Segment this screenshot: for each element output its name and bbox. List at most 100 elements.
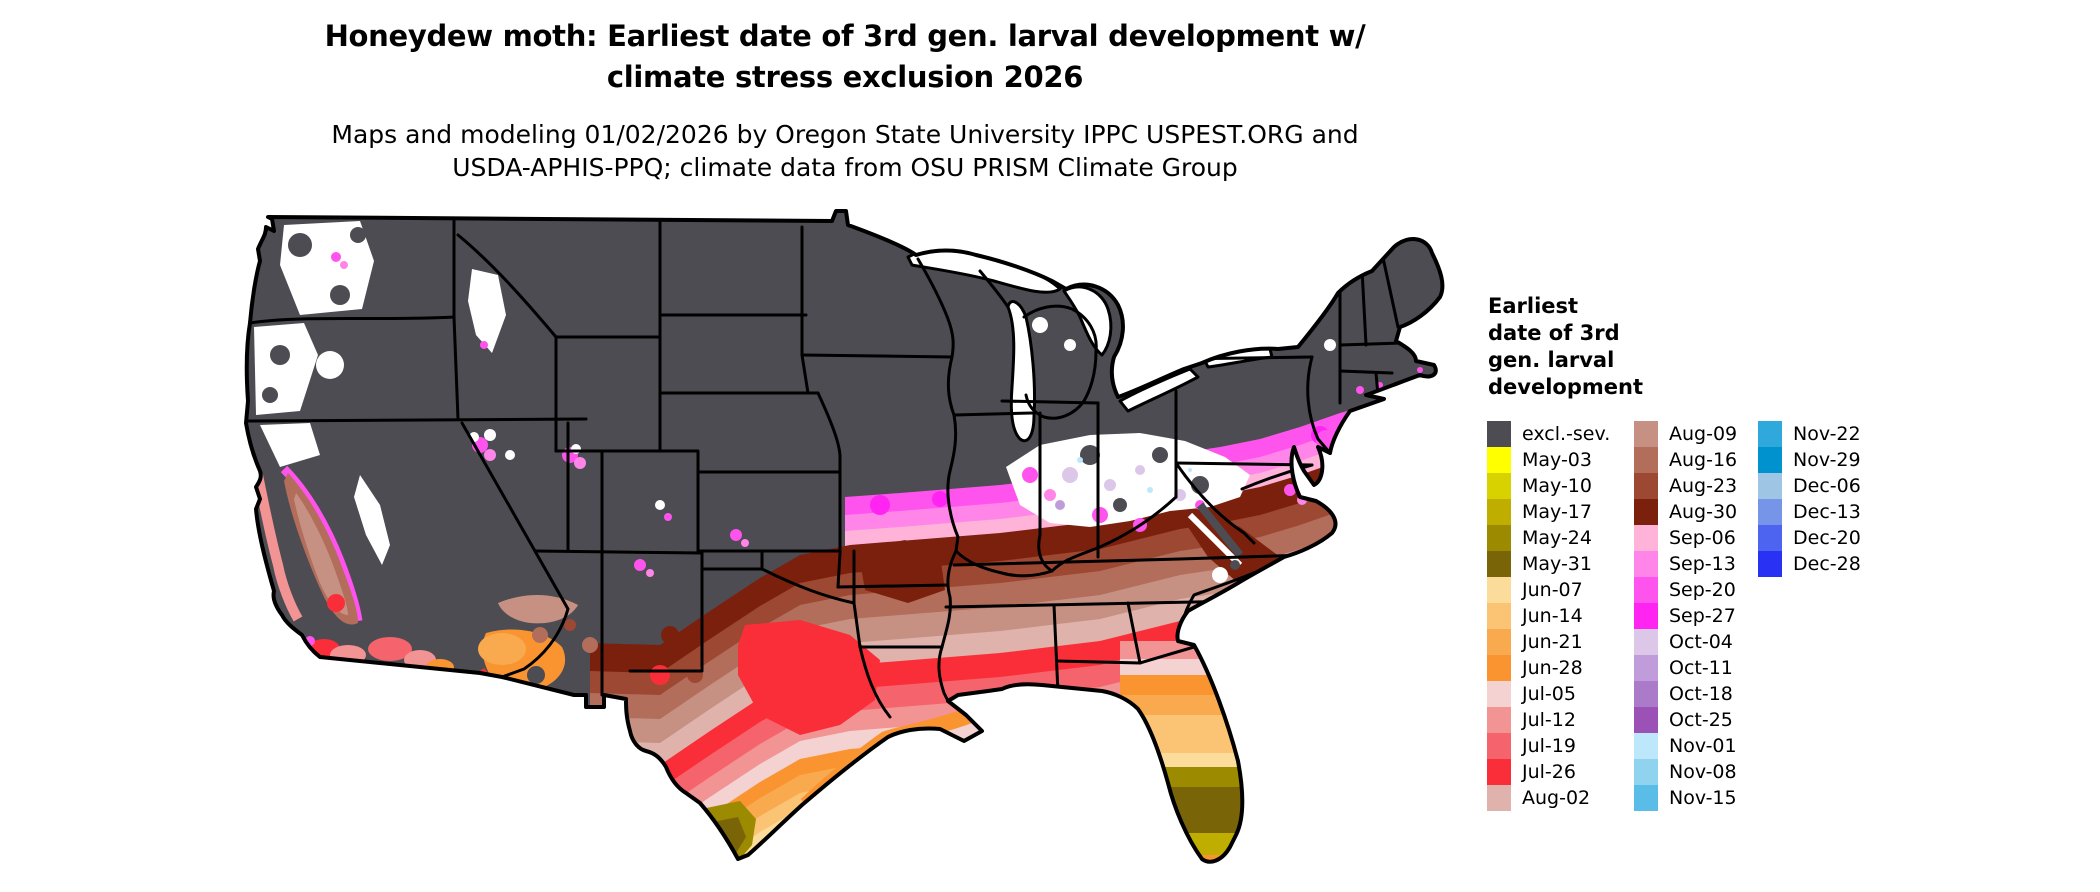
- legend-label: May-03: [1522, 449, 1592, 471]
- legend-swatch: [1487, 551, 1511, 577]
- legend-swatch: [1634, 473, 1658, 499]
- legend-swatch: [1634, 447, 1658, 473]
- legend-label: Nov-22: [1793, 423, 1861, 445]
- legend-entry: Nov-29: [1758, 447, 1861, 473]
- legend-entry: Aug-16: [1634, 447, 1737, 473]
- legend-title-line: gen. larval: [1488, 348, 1615, 372]
- legend-entry: Dec-28: [1758, 551, 1861, 577]
- legend-swatch: [1634, 707, 1658, 733]
- legend-label: Oct-04: [1669, 631, 1733, 653]
- legend-entry: Jul-26: [1487, 759, 1610, 785]
- legend-swatch: [1634, 733, 1658, 759]
- us-map-image: [244, 209, 1445, 864]
- legend-label: Aug-23: [1669, 475, 1738, 497]
- legend-label: Dec-20: [1793, 527, 1861, 549]
- legend-swatch: [1634, 551, 1658, 577]
- legend-swatch: [1634, 525, 1658, 551]
- legend-swatch: [1487, 759, 1511, 785]
- legend-label: Dec-28: [1793, 553, 1861, 575]
- legend-entry: Oct-04: [1634, 629, 1737, 655]
- legend-swatch: [1487, 655, 1511, 681]
- legend-label: Jun-28: [1522, 657, 1583, 679]
- page-title: Honeydew moth: Earliest date of 3rd gen.…: [295, 16, 1395, 98]
- legend-label: Dec-06: [1793, 475, 1861, 497]
- legend-entry: Aug-09: [1634, 421, 1737, 447]
- legend-entry: Jul-05: [1487, 681, 1610, 707]
- legend-swatch: [1758, 447, 1782, 473]
- legend-entry: May-24: [1487, 525, 1610, 551]
- map-state-borders: [246, 219, 1402, 719]
- legend-column-2: Aug-09 Aug-16 Aug-23 Aug-30 Sep-06 Sep-13 Sep-…: [1634, 421, 1737, 811]
- legend-label: Jun-07: [1522, 579, 1583, 601]
- legend-swatch: [1634, 499, 1658, 525]
- legend-swatch: [1634, 759, 1658, 785]
- legend-swatch: [1487, 421, 1511, 447]
- legend-title-line: Earliest: [1488, 294, 1579, 318]
- lake-erie: [1118, 367, 1200, 413]
- legend-swatch: [1634, 681, 1658, 707]
- map-outline: [244, 209, 1445, 864]
- legend-label: Jul-05: [1522, 683, 1576, 705]
- legend-entry: Aug-02: [1487, 785, 1610, 811]
- legend-entry: Nov-08: [1634, 759, 1737, 785]
- legend-swatch: [1758, 551, 1782, 577]
- legend-label: Aug-09: [1669, 423, 1738, 445]
- legend-swatch: [1487, 707, 1511, 733]
- title-line-1: Honeydew moth: Earliest date of 3rd gen.…: [324, 19, 1366, 53]
- legend-label: Jun-21: [1522, 631, 1583, 653]
- legend-label: Nov-01: [1669, 735, 1737, 757]
- legend-label: Sep-27: [1669, 605, 1736, 627]
- legend-label: Nov-15: [1669, 787, 1737, 809]
- map-fill-layers: [246, 211, 1443, 862]
- page-subtitle: Maps and modeling 01/02/2026 by Oregon S…: [295, 118, 1395, 184]
- map-ohio-valley-zone: [1006, 296, 1423, 583]
- legend-swatch: [1487, 733, 1511, 759]
- legend-column-3: Nov-22 Nov-29 Dec-06 Dec-13 Dec-20 Dec-28: [1758, 421, 1861, 577]
- legend-entry: Nov-15: [1634, 785, 1737, 811]
- legend-entry: May-03: [1487, 447, 1610, 473]
- legend-label: May-10: [1522, 475, 1592, 497]
- legend-entry: Sep-20: [1634, 577, 1737, 603]
- legend-entry: Oct-25: [1634, 707, 1737, 733]
- legend-entry: Oct-11: [1634, 655, 1737, 681]
- legend-label: May-31: [1522, 553, 1592, 575]
- legend-label: May-24: [1522, 527, 1592, 549]
- legend-label: Sep-20: [1669, 579, 1736, 601]
- legend-label: Oct-18: [1669, 683, 1733, 705]
- legend-entry: May-17: [1487, 499, 1610, 525]
- legend-label: Nov-29: [1793, 449, 1861, 471]
- legend-entry: Jul-19: [1487, 733, 1610, 759]
- legend-swatch: [1487, 785, 1511, 811]
- legend-label: Oct-11: [1669, 657, 1733, 679]
- legend-entry: Nov-22: [1758, 421, 1861, 447]
- legend-label: Jul-12: [1522, 709, 1576, 731]
- legend-label: Dec-13: [1793, 501, 1861, 523]
- legend-label: Jul-26: [1522, 761, 1576, 783]
- legend-swatch: [1487, 525, 1511, 551]
- legend-swatch: [1758, 421, 1782, 447]
- legend-swatch: [1634, 577, 1658, 603]
- legend-entry: Jun-21: [1487, 629, 1610, 655]
- legend-entry: Oct-18: [1634, 681, 1737, 707]
- legend-swatch: [1487, 603, 1511, 629]
- legend-swatch: [1634, 421, 1658, 447]
- legend-column-1: excl.-sev. May-03 May-10 May-17 May-24 May-31…: [1487, 421, 1610, 811]
- legend-title: Earliest date of 3rd gen. larval develop…: [1488, 293, 1643, 401]
- legend-swatch: [1758, 473, 1782, 499]
- legend-swatch: [1487, 499, 1511, 525]
- legend-entry: Jul-12: [1487, 707, 1610, 733]
- legend-label: Aug-30: [1669, 501, 1738, 523]
- legend-swatch: [1487, 681, 1511, 707]
- legend-swatch: [1634, 785, 1658, 811]
- legend-entry: Jun-14: [1487, 603, 1610, 629]
- legend-entry: Nov-01: [1634, 733, 1737, 759]
- legend-swatch: [1487, 577, 1511, 603]
- legend-entry: Dec-06: [1758, 473, 1861, 499]
- title-line-2: climate stress exclusion 2026: [606, 60, 1084, 94]
- legend-entry: Aug-30: [1634, 499, 1737, 525]
- subtitle-line-1: Maps and modeling 01/02/2026 by Oregon S…: [331, 120, 1359, 149]
- legend-entry: Aug-23: [1634, 473, 1737, 499]
- legend-entry: Sep-13: [1634, 551, 1737, 577]
- legend-label: Aug-16: [1669, 449, 1738, 471]
